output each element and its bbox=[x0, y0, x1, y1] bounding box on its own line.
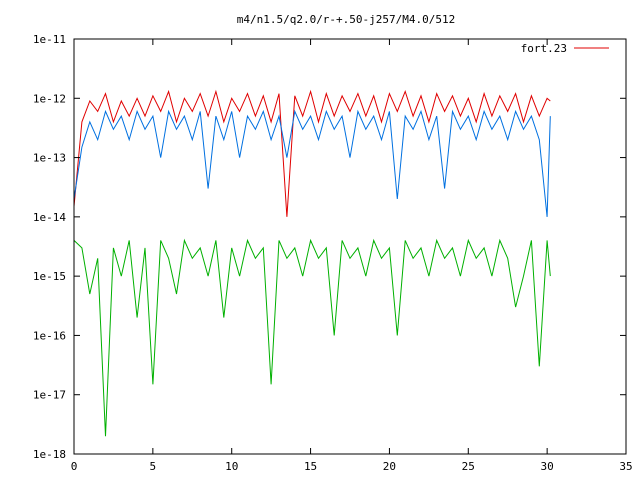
y-tick-label: 1e-15 bbox=[33, 270, 66, 283]
y-tick-label: 1e-14 bbox=[33, 211, 66, 224]
series-line-2 bbox=[73, 109, 551, 217]
x-tick-label: 5 bbox=[150, 460, 157, 473]
series-layer bbox=[73, 89, 551, 437]
legend: fort.23 bbox=[521, 42, 609, 55]
y-tick-label: 1e-11 bbox=[33, 33, 66, 46]
y-tick-label: 1e-16 bbox=[33, 329, 66, 342]
plot-frame bbox=[73, 38, 627, 455]
series-line-1 bbox=[73, 89, 551, 217]
x-tick-label: 15 bbox=[304, 460, 317, 473]
x-tick-label: 0 bbox=[71, 460, 78, 473]
x-tick-label: 35 bbox=[619, 460, 632, 473]
chart-title: m4/n1.5/q2.0/r-+.50-j257/M4.0/512 bbox=[237, 13, 456, 26]
x-tick-label: 20 bbox=[383, 460, 396, 473]
y-tick-label: 1e-13 bbox=[33, 152, 66, 165]
x-tick-label: 10 bbox=[225, 460, 238, 473]
x-tick-label: 25 bbox=[462, 460, 475, 473]
x-tick-label: 30 bbox=[541, 460, 554, 473]
legend-label-fort-23: fort.23 bbox=[521, 42, 567, 55]
y-tick-label: 1e-12 bbox=[33, 92, 66, 105]
y-tick-label: 1e-17 bbox=[33, 389, 66, 402]
series-line-3 bbox=[73, 238, 551, 437]
axes-layer: 0 5 10 15 20 25 30 35 1e-18 1e-17 1e-16 1e-15 1e-14 1… bbox=[33, 33, 633, 473]
y-tick-label: 1e-18 bbox=[33, 448, 66, 461]
